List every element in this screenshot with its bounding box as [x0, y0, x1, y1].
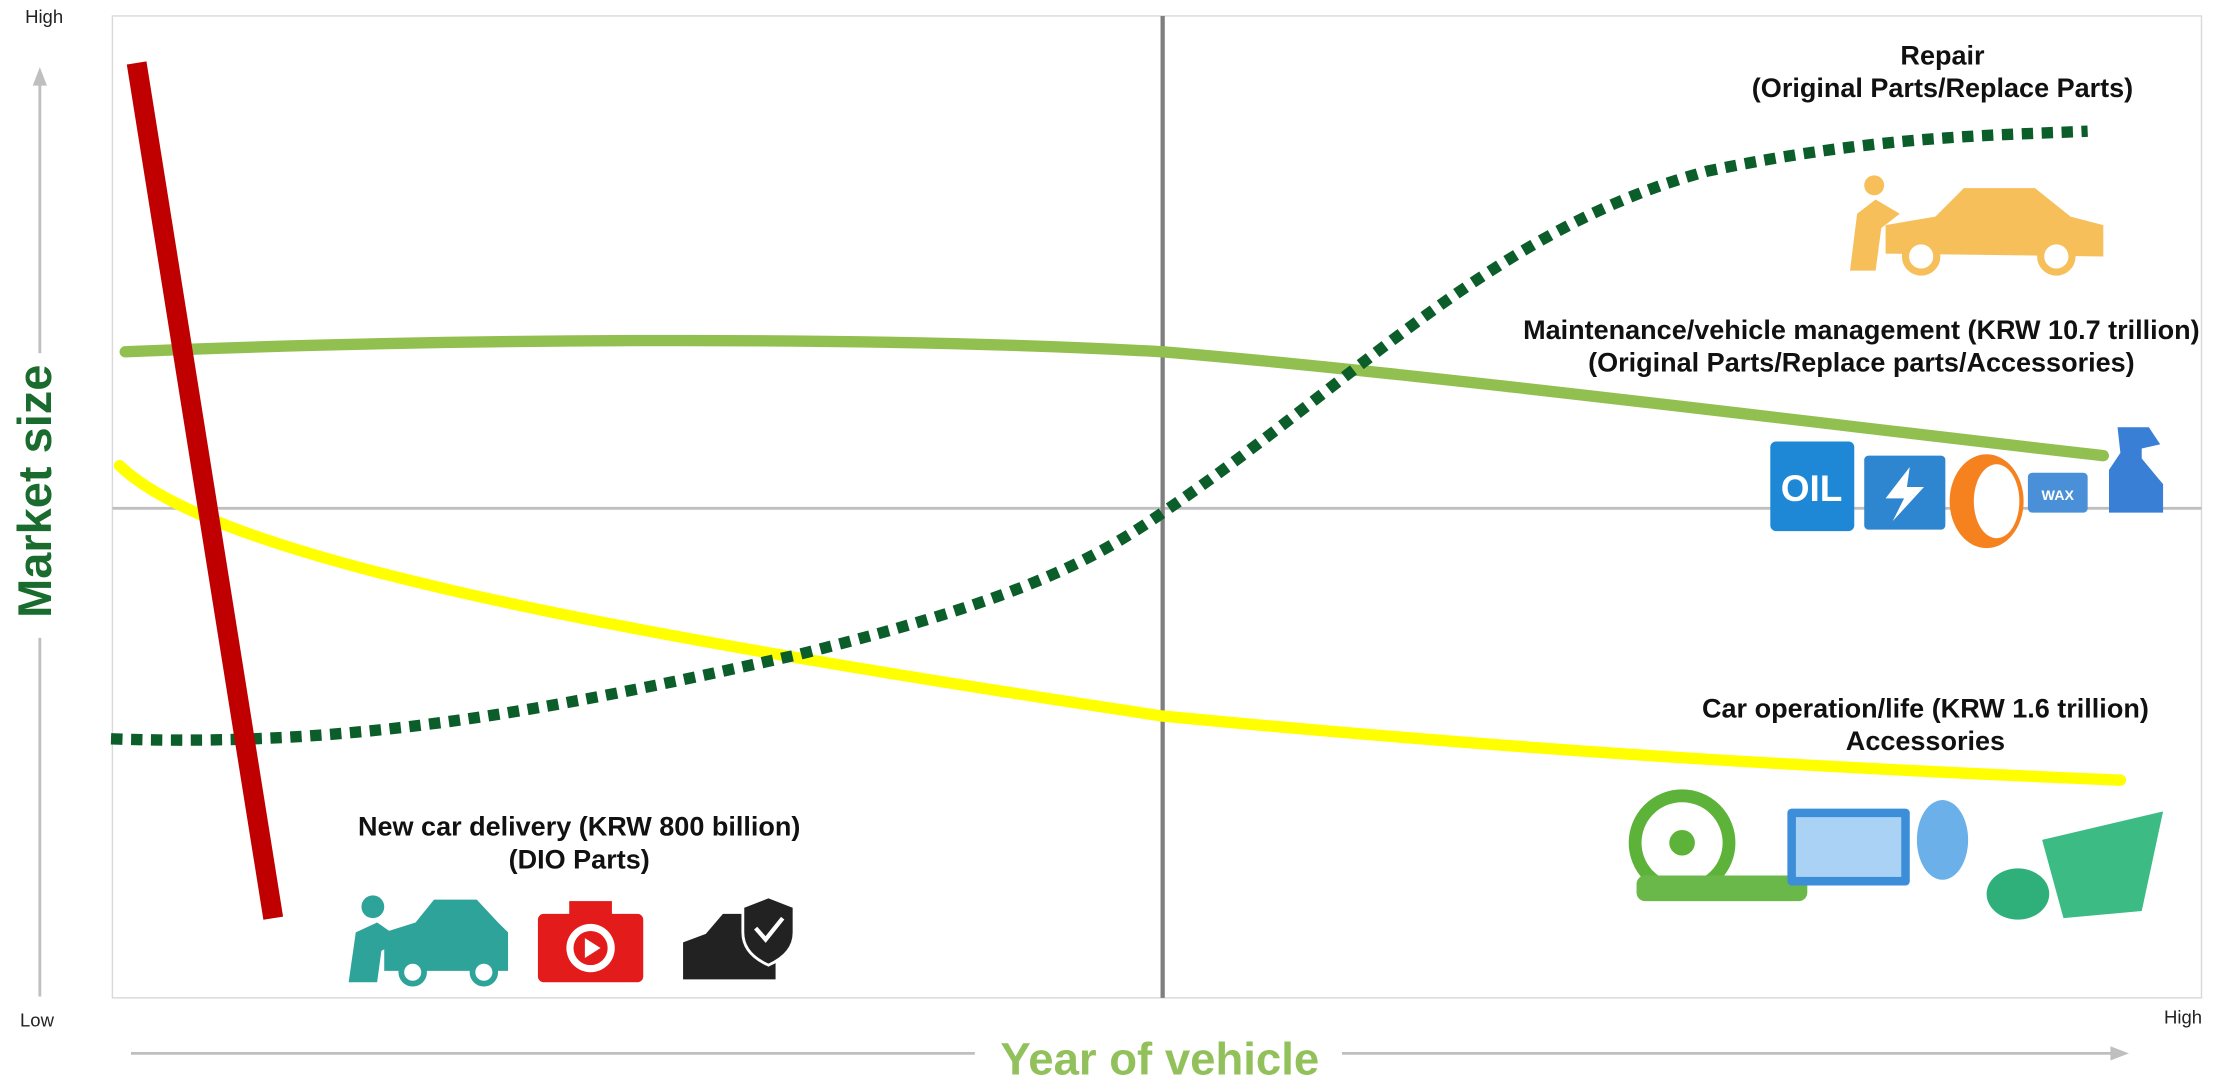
repair-icon	[1850, 175, 2104, 276]
x-title-bg	[974, 1027, 1342, 1075]
maintenance-curve	[119, 334, 2109, 462]
repair-curve	[110, 125, 2088, 746]
new-car-line	[126, 61, 284, 920]
operation-curve	[113, 459, 2127, 786]
y-title-bg	[11, 353, 69, 638]
annotation-line: (DIO Parts)	[509, 844, 650, 874]
y-low-label: Low	[20, 1009, 55, 1030]
oil-label: OIL	[1781, 468, 1843, 509]
new-car-icons	[348, 895, 796, 987]
annotation-line: (Original Parts/Replace parts/Accessorie…	[1588, 348, 2135, 378]
annotation-line: Repair	[1900, 40, 1985, 70]
y-axis-title: Market size	[8, 365, 61, 618]
x-axis-title: Year of vehicle	[1000, 1034, 1319, 1075]
x-arrow-head	[2110, 1046, 2129, 1061]
x-high-label: High	[2164, 1006, 2202, 1027]
annotation-line: (Original Parts/Replace Parts)	[1752, 73, 2133, 103]
annotation-line: Maintenance/vehicle management (KRW 10.7…	[1523, 315, 2200, 345]
y-arrow-head	[32, 67, 47, 86]
maintenance-icons: OIL WAX	[1770, 427, 2164, 549]
annotation-line: New car delivery (KRW 800 billion)	[358, 812, 800, 842]
wax-label: WAX	[2042, 488, 2075, 504]
operation-icons	[1628, 789, 2164, 920]
y-high-label: High	[25, 6, 63, 27]
annotation-line: Accessories	[1846, 726, 2005, 756]
annotation-line: Car operation/life (KRW 1.6 trillion)	[1702, 694, 2149, 724]
